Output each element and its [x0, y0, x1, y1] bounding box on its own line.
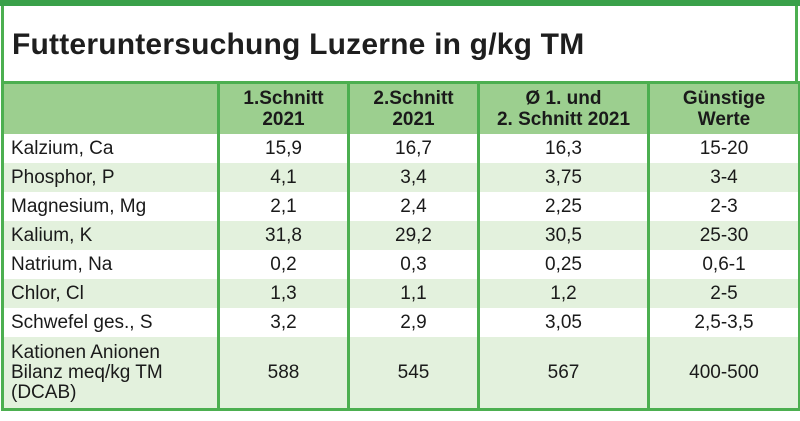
header-average: Ø 1. und 2. Schnitt 2021 [477, 82, 649, 134]
cell-cut1: 3,2 [217, 308, 349, 337]
row-label: Kalium, K [2, 221, 219, 250]
header-target-line2: Werte [697, 109, 751, 130]
row-label: Schwefel ges., S [2, 308, 219, 337]
table-row-dcab: Kationen Anionen Bilanz meq/kg TM (DCAB)… [2, 337, 800, 410]
cell-cut2: 545 [347, 337, 479, 410]
cell-average: 0,25 [477, 250, 649, 279]
table-row-sulfur: Schwefel ges., S 3,2 2,9 3,05 2,5-3,5 [2, 308, 800, 337]
cell-cut1: 4,1 [217, 163, 349, 192]
cell-cut2: 1,1 [347, 279, 479, 308]
cell-average: 30,5 [477, 221, 649, 250]
cell-target: 25-30 [647, 221, 800, 250]
table-row-magnesium: Magnesium, Mg 2,1 2,4 2,25 2-3 [2, 192, 800, 221]
cell-cut1: 2,1 [217, 192, 349, 221]
page-title: Futteruntersuchung Luzerne in g/kg TM [12, 28, 585, 61]
dcab-label-line1: Kationen Anionen [11, 341, 160, 363]
cell-target: 400-500 [647, 337, 800, 410]
top-accent-bar [0, 0, 800, 6]
table-header-row: 1.Schnitt 2021 2.Schnitt 2021 Ø 1. und 2… [2, 82, 800, 134]
cell-average: 3,75 [477, 163, 649, 192]
header-cut2-line2: 2021 [392, 109, 435, 130]
cell-target: 2-3 [647, 192, 800, 221]
cell-cut2: 16,7 [347, 134, 479, 163]
cell-average: 16,3 [477, 134, 649, 163]
cell-cut2: 2,9 [347, 308, 479, 337]
header-empty-cell [2, 82, 219, 134]
cell-cut1: 1,3 [217, 279, 349, 308]
cell-average: 1,2 [477, 279, 649, 308]
row-label: Phosphor, P [2, 163, 219, 192]
cell-target: 2,5-3,5 [647, 308, 800, 337]
cell-target: 2-5 [647, 279, 800, 308]
row-label: Magnesium, Mg [2, 192, 219, 221]
cell-cut2: 2,4 [347, 192, 479, 221]
dcab-label-line3: (DCAB) [11, 381, 77, 403]
header-cut1: 1.Schnitt 2021 [217, 82, 349, 134]
cell-target: 3-4 [647, 163, 800, 192]
row-label: Kalzium, Ca [2, 134, 219, 163]
table-row-calcium: Kalzium, Ca 15,9 16,7 16,3 15-20 [2, 134, 800, 163]
header-cut1-line1: 1.Schnitt [243, 88, 324, 109]
header-average-line1: Ø 1. und [525, 88, 602, 109]
table-row-potassium: Kalium, K 31,8 29,2 30,5 25-30 [2, 221, 800, 250]
cell-average: 2,25 [477, 192, 649, 221]
header-target-line1: Günstige [682, 88, 766, 109]
cell-cut1: 31,8 [217, 221, 349, 250]
cell-target: 15-20 [647, 134, 800, 163]
row-label: Natrium, Na [2, 250, 219, 279]
cell-cut2: 3,4 [347, 163, 479, 192]
row-label: Chlor, Cl [2, 279, 219, 308]
table-row-chlorine: Chlor, Cl 1,3 1,1 1,2 2-5 [2, 279, 800, 308]
title-box: Futteruntersuchung Luzerne in g/kg TM [1, 6, 798, 81]
cell-cut1: 15,9 [217, 134, 349, 163]
cell-cut2: 0,3 [347, 250, 479, 279]
cell-cut1: 588 [217, 337, 349, 410]
header-cut1-line2: 2021 [262, 109, 305, 130]
dcab-label-line2: Bilanz meq/kg TM [11, 361, 163, 383]
cell-average: 3,05 [477, 308, 649, 337]
header-average-line2: 2. Schnitt 2021 [496, 109, 631, 130]
cell-target: 0,6-1 [647, 250, 800, 279]
nutrient-table: 1.Schnitt 2021 2.Schnitt 2021 Ø 1. und 2… [1, 81, 800, 411]
table-row-sodium: Natrium, Na 0,2 0,3 0,25 0,6-1 [2, 250, 800, 279]
header-cut2: 2.Schnitt 2021 [347, 82, 479, 134]
header-target: Günstige Werte [647, 82, 800, 134]
row-label-dcab: Kationen Anionen Bilanz meq/kg TM (DCAB) [2, 337, 219, 410]
cell-cut2: 29,2 [347, 221, 479, 250]
cell-cut1: 0,2 [217, 250, 349, 279]
cell-average: 567 [477, 337, 649, 410]
table-row-phosphorus: Phosphor, P 4,1 3,4 3,75 3-4 [2, 163, 800, 192]
header-cut2-line1: 2.Schnitt [373, 88, 454, 109]
